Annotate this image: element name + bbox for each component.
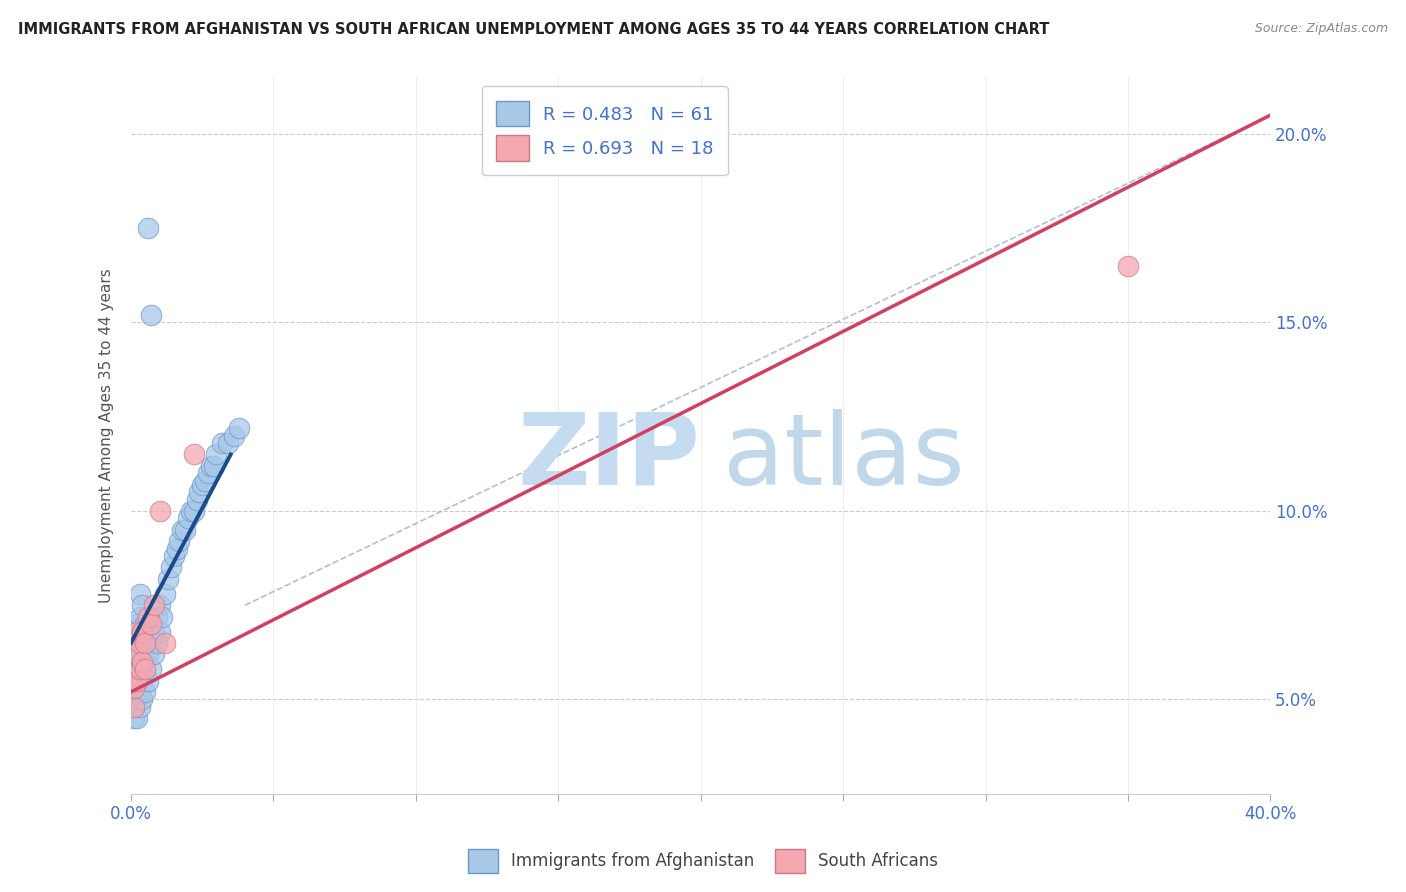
Point [136, 647, 159, 661]
Point [134, 617, 156, 632]
Point [131, 692, 153, 706]
Point [217, 436, 239, 450]
Point [202, 458, 225, 473]
Point [134, 666, 156, 681]
Point [148, 598, 170, 612]
Point [148, 504, 170, 518]
Point [128, 628, 150, 642]
Point [172, 523, 194, 537]
Point [155, 636, 177, 650]
Legend: Immigrants from Afghanistan, South Africans: Immigrants from Afghanistan, South Afric… [461, 842, 945, 880]
Text: atlas: atlas [724, 409, 965, 506]
Point [134, 643, 156, 657]
Point [131, 655, 153, 669]
Point [183, 447, 205, 461]
Point [174, 523, 197, 537]
Point [125, 692, 148, 706]
Point [134, 685, 156, 699]
Point [128, 700, 150, 714]
Text: ZIP: ZIP [517, 409, 700, 506]
Point [136, 609, 159, 624]
Point [142, 598, 165, 612]
Point [125, 636, 148, 650]
Point [122, 711, 145, 725]
Point [139, 617, 162, 632]
Point [131, 655, 153, 669]
Point [134, 636, 156, 650]
Point [125, 711, 148, 725]
Point [186, 492, 208, 507]
Point [155, 587, 177, 601]
Point [169, 534, 191, 549]
Point [122, 681, 145, 695]
Point [128, 647, 150, 661]
Point [205, 447, 228, 461]
Point [125, 617, 148, 632]
Point [136, 221, 159, 235]
Point [139, 662, 162, 676]
Point [142, 624, 165, 639]
Point [148, 624, 170, 639]
Point [128, 587, 150, 601]
Point [131, 624, 153, 639]
Point [142, 647, 165, 661]
Point [183, 504, 205, 518]
Point [131, 673, 153, 688]
Point [122, 655, 145, 669]
Point [166, 541, 188, 556]
Point [122, 700, 145, 714]
Point [131, 598, 153, 612]
Point [125, 624, 148, 639]
Point [128, 636, 150, 650]
Point [131, 624, 153, 639]
Point [128, 685, 150, 699]
Point [128, 662, 150, 676]
Point [134, 662, 156, 676]
Point [125, 655, 148, 669]
Point [128, 662, 150, 676]
Point [122, 692, 145, 706]
Y-axis label: Unemployment Among Ages 35 to 44 years: Unemployment Among Ages 35 to 44 years [100, 268, 114, 603]
Point [157, 572, 180, 586]
Point [177, 511, 200, 525]
Point [228, 421, 250, 435]
Point [128, 609, 150, 624]
Point [197, 467, 219, 481]
Point [136, 673, 159, 688]
Point [145, 636, 167, 650]
Point [222, 428, 245, 442]
Point [150, 609, 173, 624]
Point [191, 477, 214, 491]
Point [1116, 259, 1139, 273]
Point [125, 673, 148, 688]
Point [194, 474, 217, 488]
Point [125, 673, 148, 688]
Point [188, 485, 211, 500]
Point [139, 308, 162, 322]
Legend: R = 0.483   N = 61, R = 0.693   N = 18: R = 0.483 N = 61, R = 0.693 N = 18 [482, 87, 728, 176]
Point [145, 609, 167, 624]
Text: Source: ZipAtlas.com: Source: ZipAtlas.com [1254, 22, 1388, 36]
Point [160, 560, 183, 574]
Point [125, 647, 148, 661]
Text: IMMIGRANTS FROM AFGHANISTAN VS SOUTH AFRICAN UNEMPLOYMENT AMONG AGES 35 TO 44 YE: IMMIGRANTS FROM AFGHANISTAN VS SOUTH AFR… [18, 22, 1050, 37]
Point [163, 549, 186, 564]
Point [180, 504, 202, 518]
Point [211, 436, 233, 450]
Point [200, 458, 222, 473]
Point [122, 673, 145, 688]
